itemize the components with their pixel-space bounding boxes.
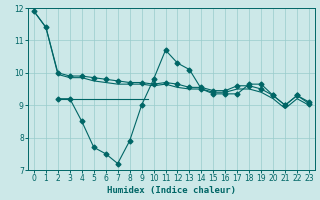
- X-axis label: Humidex (Indice chaleur): Humidex (Indice chaleur): [107, 186, 236, 195]
